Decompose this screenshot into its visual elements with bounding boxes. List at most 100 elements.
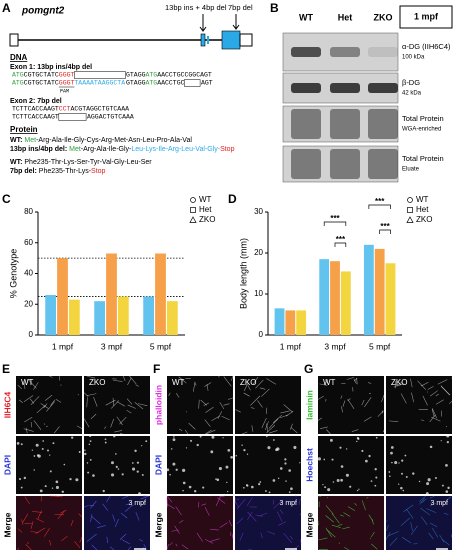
texture [318, 537, 328, 541]
texture [370, 531, 375, 538]
gene-name: pomgnt2 [21, 6, 65, 17]
significance-bracket [323, 221, 347, 226]
texture [439, 534, 445, 543]
texture [339, 446, 342, 449]
texture [337, 523, 343, 527]
texture [422, 395, 428, 406]
texture [210, 538, 220, 542]
blot-label: Total Protein [402, 154, 444, 163]
texture [168, 392, 171, 397]
texture [441, 484, 444, 487]
texture [430, 503, 436, 506]
texture [49, 470, 52, 473]
texture [218, 375, 220, 378]
texture [200, 399, 207, 406]
texture [370, 480, 373, 482]
texture [90, 413, 97, 420]
texture [111, 461, 114, 465]
bar [330, 261, 340, 335]
texture [30, 521, 34, 529]
texture [404, 454, 407, 457]
texture [23, 395, 34, 403]
texture [368, 382, 372, 384]
band [368, 149, 398, 179]
texture [166, 468, 170, 472]
texture [247, 511, 257, 522]
exon [221, 30, 241, 50]
texture [421, 419, 425, 421]
texture [403, 504, 414, 512]
texture [428, 532, 434, 540]
texture [381, 395, 385, 403]
texture [386, 524, 389, 531]
significance-label: *** [380, 222, 390, 231]
texture [71, 436, 74, 439]
texture [394, 461, 398, 465]
column-label: ZKO [391, 378, 407, 387]
texture [288, 491, 291, 494]
bar [143, 296, 155, 335]
texture [361, 500, 366, 511]
texture [398, 483, 400, 485]
texture [106, 536, 109, 544]
texture [44, 528, 50, 537]
texture [55, 495, 63, 498]
texture [166, 503, 175, 510]
texture [24, 496, 31, 505]
panel-letter: E [2, 362, 10, 376]
timepoint-box [399, 5, 453, 29]
micrograph-panel: laminin WT ZKO Hoechst Merge 3 mpf [304, 376, 453, 550]
texture [340, 478, 344, 482]
panel-letter: F [153, 362, 160, 376]
texture [268, 418, 279, 429]
texture [57, 510, 65, 520]
texture [250, 407, 255, 409]
texture [33, 469, 35, 471]
pam-label: PAM [60, 88, 69, 94]
texture [104, 438, 107, 441]
texture [269, 430, 278, 434]
texture [267, 446, 271, 450]
texture [389, 420, 399, 422]
texture [26, 541, 29, 545]
texture [74, 541, 81, 549]
row-label: DAPI [2, 455, 12, 475]
texture [219, 522, 228, 528]
texture [37, 454, 41, 458]
texture [115, 453, 117, 455]
timepoint: 3 mpf [279, 500, 297, 507]
texture [87, 471, 90, 474]
texture [216, 478, 220, 482]
texture [93, 396, 98, 407]
texture [390, 446, 394, 449]
texture [299, 462, 301, 464]
texture [86, 393, 97, 396]
texture [445, 463, 448, 467]
texture [410, 522, 413, 532]
texture [260, 532, 263, 539]
texture [340, 465, 344, 468]
blot-label: α-DG (IIH6C4) [402, 42, 451, 51]
panel-b: 1 mpf WT Het ZKO α-DG (IIH6C4) 100 kDa β-DG 42… [282, 5, 453, 183]
texture [284, 458, 287, 461]
legend-label: ZKO [199, 215, 215, 224]
significance-bracket [368, 204, 391, 209]
timepoint: 3 mpf [430, 500, 448, 507]
texture [126, 410, 132, 414]
seq: Met [24, 137, 36, 144]
texture [201, 503, 207, 506]
texture [241, 444, 243, 446]
texture [39, 489, 43, 493]
texture [431, 527, 439, 538]
texture [410, 525, 419, 535]
texture [391, 461, 393, 464]
timepoint: 3 mpf [128, 500, 146, 507]
texture [440, 385, 450, 396]
texture [126, 398, 133, 405]
arrow-head [199, 26, 207, 32]
texture [110, 473, 115, 477]
micrograph-panel: phalloidin WT ZKO DAPI Merge 3 mpf [153, 375, 302, 550]
texture [172, 438, 176, 442]
texture [449, 400, 453, 405]
texture [51, 487, 54, 489]
